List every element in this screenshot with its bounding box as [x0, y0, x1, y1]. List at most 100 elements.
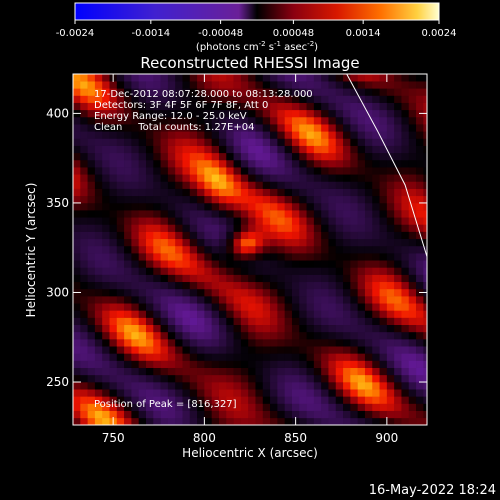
heatmap-cell — [313, 317, 322, 326]
heatmap-cell — [167, 152, 176, 161]
heatmap-cell — [277, 202, 285, 211]
heatmap-cell — [423, 374, 427, 383]
heatmap-cell — [218, 288, 227, 297]
heatmap-cell — [248, 159, 256, 168]
heatmap-cell — [226, 382, 234, 390]
heatmap-cell — [80, 88, 88, 96]
heatmap-cell — [284, 288, 293, 297]
heatmap-cell — [277, 81, 285, 89]
heatmap-cell — [102, 138, 110, 146]
heatmap-cell — [218, 374, 227, 383]
heatmap-cell — [211, 367, 220, 376]
heatmap-cell — [182, 389, 191, 397]
heatmap-cell — [379, 102, 388, 111]
heatmap-cell — [328, 109, 337, 118]
heatmap-cell — [204, 260, 212, 268]
heatmap-cell — [218, 382, 227, 390]
heatmap-cell — [204, 224, 212, 232]
heatmap-cell — [109, 274, 118, 283]
heatmap-cell — [233, 417, 242, 425]
heatmap-cell — [379, 281, 388, 290]
heatmap-cell — [364, 202, 373, 211]
heatmap-cell — [175, 324, 183, 333]
heatmap-cell — [182, 374, 191, 383]
heatmap-cell — [313, 167, 322, 175]
heatmap-cell — [350, 109, 358, 118]
heatmap-cell — [182, 274, 191, 283]
heatmap-cell — [145, 238, 154, 247]
heatmap-cell — [167, 346, 176, 354]
heatmap-cell — [197, 202, 205, 211]
heatmap-cell — [87, 131, 96, 139]
heatmap-cell — [262, 138, 271, 146]
heatmap-cell — [226, 131, 234, 139]
heatmap-cell — [145, 231, 154, 240]
heatmap-cell — [116, 95, 125, 103]
heatmap-cell — [379, 174, 388, 182]
heatmap-cell — [350, 231, 358, 240]
heatmap-cell — [343, 95, 351, 103]
heatmap-cell — [379, 74, 388, 82]
heatmap-cell — [124, 181, 132, 189]
heatmap-cell — [255, 281, 264, 290]
heatmap-cell — [343, 145, 351, 154]
heatmap-cell — [197, 353, 205, 361]
heatmap-cell — [204, 167, 212, 175]
heatmap-cell — [248, 145, 256, 154]
y-tick-label: 300 — [46, 285, 69, 299]
heatmap-cell — [321, 152, 329, 161]
heatmap-cell — [211, 116, 220, 125]
heatmap-cell — [218, 195, 227, 204]
heatmap-cell — [87, 346, 96, 354]
heatmap-cell — [401, 274, 410, 283]
heatmap-cell — [87, 310, 96, 318]
heatmap-cell — [416, 346, 424, 354]
heatmap-cell — [386, 288, 395, 297]
heatmap-cell — [138, 159, 147, 168]
heatmap-cell — [262, 210, 271, 218]
heatmap-cell — [226, 167, 234, 175]
heatmap-cell — [138, 88, 147, 96]
heatmap-cell — [94, 360, 103, 368]
heatmap-cell — [248, 181, 256, 189]
heatmap-cell — [321, 95, 329, 103]
heatmap-cell — [364, 131, 373, 139]
heatmap-cell — [350, 217, 358, 225]
heatmap-cell — [131, 81, 139, 89]
heatmap-cell — [94, 138, 103, 146]
heatmap-cell — [328, 88, 337, 96]
heatmap-cell — [313, 339, 322, 347]
heatmap-cell — [116, 310, 125, 318]
heatmap-cell — [401, 188, 410, 197]
heatmap-cell — [321, 81, 329, 89]
heatmap-cell — [335, 188, 344, 197]
heatmap-cell — [262, 396, 271, 404]
heatmap-cell — [350, 274, 358, 283]
heatmap-cell — [364, 403, 373, 411]
heatmap-cell — [211, 152, 220, 161]
heatmap-cell — [321, 74, 329, 82]
heatmap-cell — [189, 167, 198, 175]
heatmap-cell — [299, 217, 307, 225]
heatmap-cell — [394, 367, 402, 376]
heatmap-cell — [364, 410, 373, 419]
heatmap-cell — [386, 382, 395, 390]
heatmap-cell — [364, 174, 373, 182]
heatmap-cell — [73, 181, 81, 189]
heatmap-cell — [364, 152, 373, 161]
heatmap-cell — [270, 159, 278, 168]
heatmap-cell — [357, 116, 366, 125]
heatmap-cell — [233, 102, 242, 111]
heatmap-cell — [189, 296, 198, 304]
heatmap-cell — [73, 267, 81, 275]
heatmap-cell — [109, 403, 118, 411]
heatmap-cell — [335, 260, 344, 268]
heatmap-cell — [270, 367, 278, 376]
heatmap-cell — [277, 346, 285, 354]
heatmap-cell — [357, 396, 366, 404]
heatmap-cell — [160, 288, 169, 297]
heatmap-cell — [270, 310, 278, 318]
heatmap-cell — [102, 224, 110, 232]
heatmap-cell — [138, 138, 147, 146]
heatmap-cell — [175, 174, 183, 182]
